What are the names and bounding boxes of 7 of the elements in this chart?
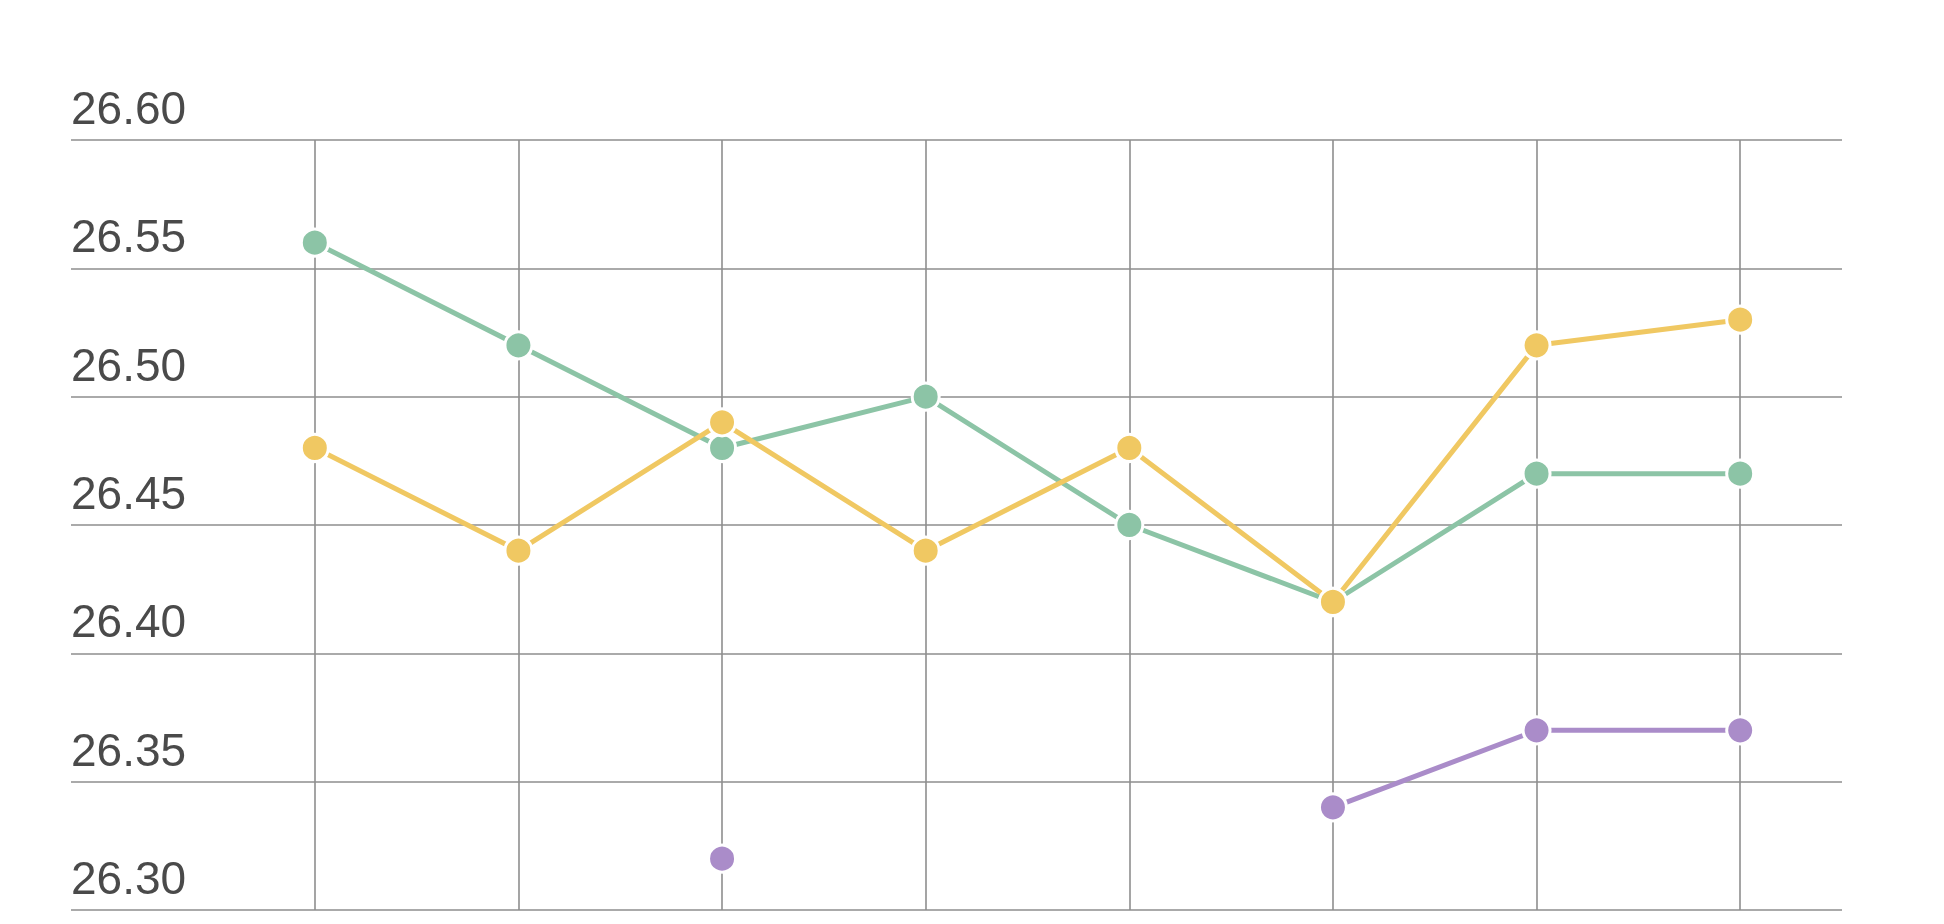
y-tick-label: 26.30 (71, 852, 187, 904)
y-tick-label: 26.55 (71, 210, 187, 263)
y-tick-label: 26.45 (71, 467, 187, 519)
y-tick-label: 26.40 (71, 595, 187, 648)
y-tick-label: 26.35 (71, 723, 187, 776)
y-tick-label: 26.60 (71, 82, 187, 134)
y-tick-label: 26.50 (71, 338, 187, 391)
